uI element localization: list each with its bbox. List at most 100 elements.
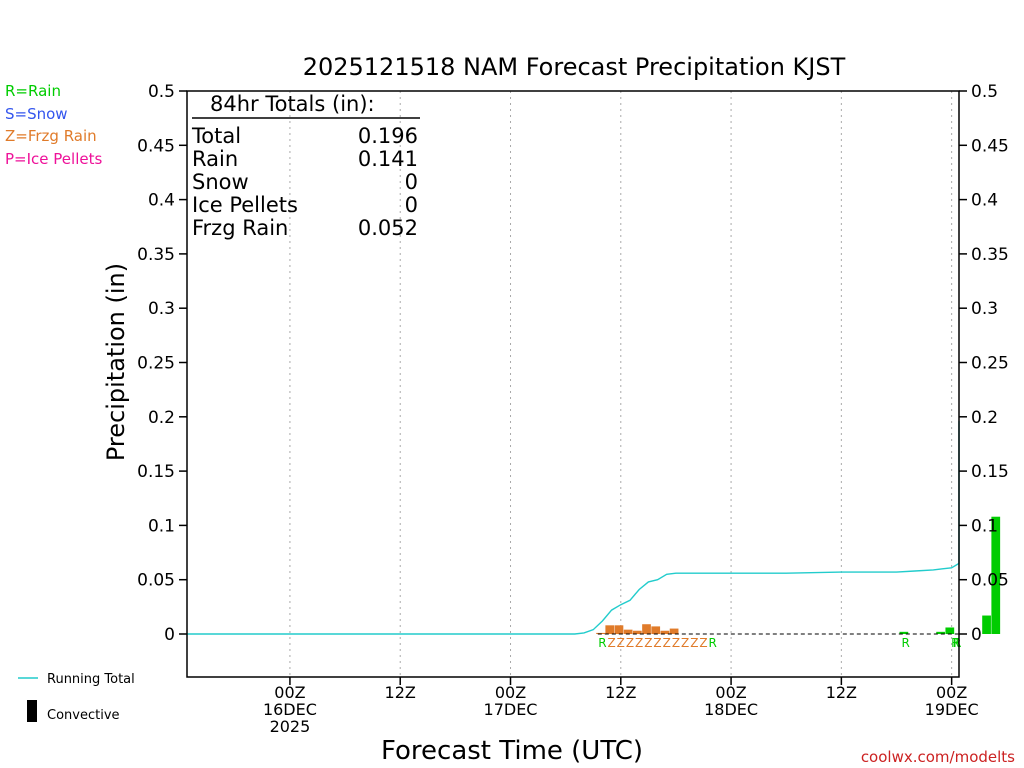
totals-title: 84hr Totals (in):: [210, 92, 375, 116]
y-tick-label-right: 0.45: [971, 136, 1009, 156]
y-tick-label-left: 0.3: [148, 299, 175, 319]
totals-row-label: Ice Pellets: [192, 193, 298, 217]
frzg-rain-bar: [660, 630, 670, 634]
legend-ice-pellets: P=Ice Pellets: [5, 150, 102, 168]
series-legend: Running Total Convective: [18, 672, 135, 723]
frzg-rain-bar: [669, 628, 679, 634]
y-tick-label-right: 0.5: [971, 82, 998, 102]
y-tick-label-left: 0.1: [148, 516, 175, 536]
y-tick-label-right: 0.15: [971, 462, 1009, 482]
ptype-letter: Z: [699, 636, 707, 650]
ptype-letter: R: [902, 636, 910, 650]
legend-rain: R=Rain: [5, 82, 61, 100]
ptype-letter: R: [953, 636, 961, 650]
precip-bars: [596, 516, 1001, 634]
y-tick-label-right: 0.25: [971, 354, 1009, 374]
totals-row-label: Total: [191, 124, 241, 148]
y-tick-label-right: 0.4: [971, 191, 998, 211]
totals-row-value: 0: [405, 170, 418, 194]
ptype-letter: Z: [690, 636, 698, 650]
y-tick-label-right: 0: [971, 625, 982, 645]
rain-bar: [936, 631, 945, 634]
x-tick-label: 17DEC: [484, 700, 538, 719]
ptype-letter: R: [953, 636, 961, 650]
x-tick-label: 16DEC: [263, 700, 317, 719]
totals-row-value: 0.196: [358, 124, 418, 148]
convective-legend-swatch: [27, 700, 37, 722]
x-tick-label: 12Z: [385, 683, 416, 702]
totals-row-value: 0.052: [358, 216, 418, 240]
source-credit: coolwx.com/modelts: [861, 748, 1015, 766]
x-tick-label: 2025: [270, 717, 311, 736]
ptype-letter: Z: [681, 636, 689, 650]
ptype-letter: R: [598, 636, 606, 650]
y-tick-label-left: 0.45: [137, 136, 175, 156]
ptype-letter: Z: [644, 636, 652, 650]
y-tick-label-right: 0.1: [971, 516, 998, 536]
convective-legend-label: Convective: [47, 708, 120, 723]
running-total-legend-label: Running Total: [47, 672, 135, 687]
ptype-legend: R=Rain S=Snow Z=Frzg Rain P=Ice Pellets: [5, 82, 102, 168]
x-tick-label: 12Z: [605, 683, 636, 702]
ptype-letter: Z: [663, 636, 671, 650]
totals-row-label: Frzg Rain: [192, 216, 288, 240]
ptype-letter: Z: [617, 636, 625, 650]
y-tick-label-right: 0.2: [971, 408, 998, 428]
y-tick-label-left: 0.35: [137, 245, 175, 265]
rain-bar: [982, 615, 991, 634]
ptype-letter: Z: [635, 636, 643, 650]
x-tick-label: 00Z: [274, 683, 305, 702]
frzg-rain-bar: [596, 632, 605, 634]
ptype-letter: Z: [672, 636, 680, 650]
x-tick-label: 00Z: [715, 683, 746, 702]
ptype-letter: Z: [626, 636, 634, 650]
y-tick-label-left: 0: [164, 625, 175, 645]
x-tick-label: 12Z: [826, 683, 857, 702]
y-tick-label-left: 0.25: [137, 354, 175, 374]
frzg-rain-bar: [632, 630, 642, 634]
y-tick-label-left: 0.15: [137, 462, 175, 482]
frzg-rain-bar: [642, 624, 651, 634]
legend-snow: S=Snow: [5, 105, 68, 123]
rain-bar: [991, 516, 1001, 634]
plot-frame: [186, 90, 960, 678]
grid-lines: [289, 91, 953, 677]
chart-title: 2025121518 NAM Forecast Precipitation KJ…: [303, 53, 846, 81]
frzg-rain-bar: [614, 625, 624, 634]
totals-row-value: 0: [405, 193, 418, 217]
totals-rows: Total 0.196 Rain 0.141 Snow 0 Ice Pellets 0 Frzg…: [191, 124, 418, 240]
ptype-letter: Z: [607, 636, 615, 650]
ptype-letter: R: [709, 636, 717, 650]
y-tick-label-right: 0.05: [971, 571, 1009, 591]
totals-row-value: 0.141: [358, 147, 418, 171]
y-tick-label-right: 0.3: [971, 299, 998, 319]
ptype-letter: R: [953, 636, 961, 650]
y-tick-label-left: 0.5: [148, 82, 175, 102]
running-total-line: [187, 421, 960, 635]
frzg-rain-bar: [605, 625, 615, 634]
ptype-letter: Z: [653, 636, 661, 650]
totals-row-label: Snow: [192, 170, 249, 194]
y-tick-label-left: 0.05: [137, 571, 175, 591]
x-tick-label: 18DEC: [704, 700, 758, 719]
rain-bar: [945, 627, 955, 634]
rain-bar: [899, 631, 909, 634]
y-axis-label: Precipitation (in): [102, 263, 130, 461]
running-total-line-group: [187, 421, 960, 635]
x-tick-label: 00Z: [495, 683, 526, 702]
legend-frzg-rain: Z=Frzg Rain: [5, 127, 97, 145]
ptype-letter: R: [951, 636, 959, 650]
y-tick-label-left: 0.2: [148, 408, 175, 428]
y-tick-label-right: 0.35: [971, 245, 1009, 265]
totals-row-label: Rain: [192, 147, 238, 171]
frzg-rain-bar: [623, 629, 633, 634]
frzg-rain-bar: [651, 626, 661, 634]
totals-box: 84hr Totals (in): Total 0.196 Rain 0.141 Sno…: [191, 92, 420, 240]
x-tick-label: 19DEC: [925, 700, 979, 719]
y-tick-label-left: 0.4: [148, 191, 175, 211]
x-axis-label: Forecast Time (UTC): [381, 736, 643, 766]
axes: 0 00.05 0.050.1 0.10.15 0.150.2 0.20.25 0.250.…: [137, 82, 1009, 736]
ptype-letter: R: [953, 636, 961, 650]
